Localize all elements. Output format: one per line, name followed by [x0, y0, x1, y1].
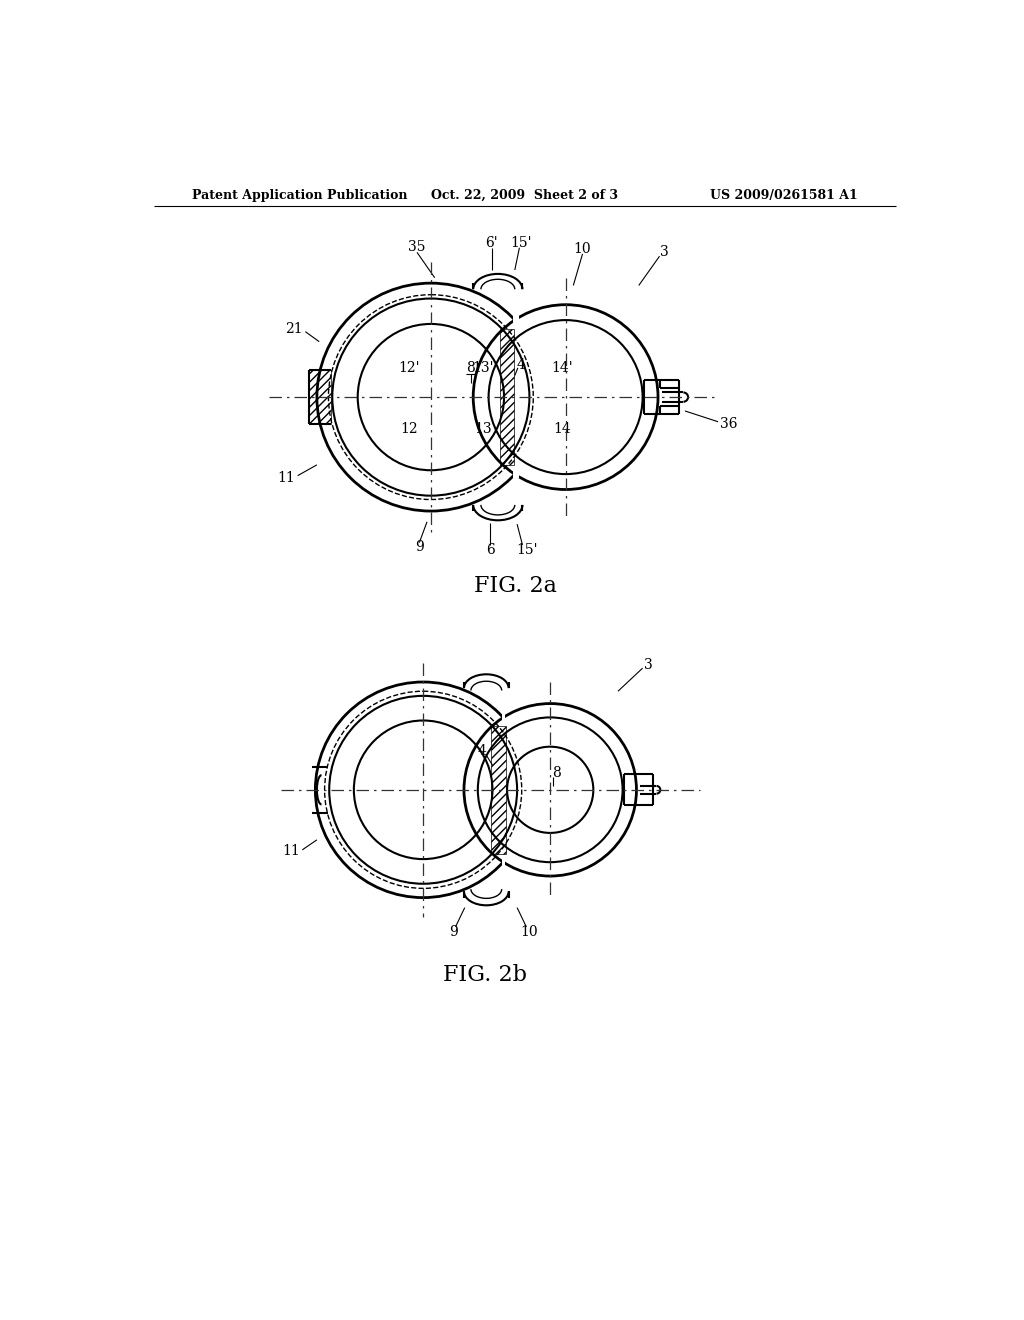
Text: 14: 14 [553, 422, 570, 437]
Text: 35: 35 [409, 240, 426, 253]
Text: 13': 13' [472, 360, 494, 375]
Text: 4: 4 [477, 744, 486, 758]
Circle shape [316, 284, 545, 511]
Text: 9: 9 [415, 540, 424, 554]
Text: 3: 3 [644, 659, 653, 672]
Text: 10: 10 [520, 925, 538, 940]
Text: FIG. 2a: FIG. 2a [474, 574, 557, 597]
Text: 15': 15' [510, 236, 531, 249]
Text: Patent Application Publication: Patent Application Publication [193, 189, 408, 202]
Text: 3: 3 [659, 246, 669, 259]
Text: 12': 12' [398, 360, 420, 375]
Text: 11: 11 [278, 471, 295, 484]
Bar [490, 726, 506, 854]
Circle shape [464, 704, 637, 876]
Text: 21: 21 [285, 322, 303, 337]
Bar [502, 714, 505, 865]
Text: 9: 9 [450, 925, 459, 940]
Text: Oct. 22, 2009  Sheet 2 of 3: Oct. 22, 2009 Sheet 2 of 3 [431, 189, 618, 202]
Text: 11: 11 [282, 845, 300, 858]
Text: 14': 14' [551, 360, 572, 375]
Circle shape [315, 682, 531, 898]
Text: 12: 12 [400, 422, 418, 437]
Bar [513, 315, 516, 478]
Text: 36: 36 [720, 417, 737, 432]
Text: 15': 15' [516, 543, 538, 557]
Text: 4: 4 [516, 358, 525, 372]
Text: 8: 8 [467, 360, 475, 375]
Text: 6': 6' [485, 236, 498, 249]
Text: US 2009/0261581 A1: US 2009/0261581 A1 [710, 189, 857, 202]
Text: 6: 6 [485, 543, 495, 557]
Text: FIG. 2b: FIG. 2b [442, 964, 526, 986]
Text: 13: 13 [474, 422, 493, 437]
Bar [500, 330, 514, 465]
Text: 8: 8 [552, 766, 561, 780]
Bar [309, 370, 331, 424]
Text: 10: 10 [573, 243, 592, 256]
Polygon shape [515, 315, 518, 478]
Circle shape [473, 305, 658, 490]
